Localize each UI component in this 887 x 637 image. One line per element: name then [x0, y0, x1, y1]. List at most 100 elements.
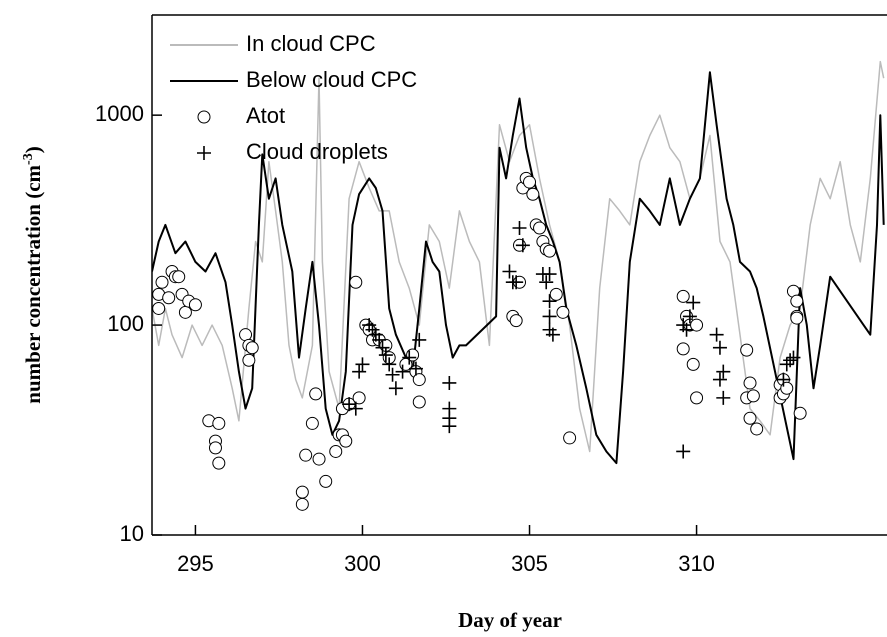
- atot-point: [676, 289, 690, 303]
- atot-point: [526, 187, 540, 201]
- atot-point: [245, 341, 259, 355]
- droplet-point: [355, 357, 370, 372]
- atot-point: [155, 275, 169, 289]
- atot-point: [295, 485, 309, 499]
- droplet-point: [372, 332, 387, 347]
- y-tick-label: 100: [107, 311, 144, 336]
- atot-point: [319, 474, 333, 488]
- atot-point: [352, 391, 366, 405]
- atot-point: [556, 305, 570, 319]
- x-tick-label: 300: [344, 551, 381, 576]
- x-tick-label: 310: [678, 551, 715, 576]
- atot-point: [329, 444, 343, 458]
- atot-point: [740, 343, 754, 357]
- y-label-text: number concentration (cm: [21, 164, 45, 403]
- x-axis-label: Day of year: [458, 608, 562, 632]
- atot-point: [406, 348, 420, 362]
- atot-point: [172, 270, 186, 284]
- atot-point: [162, 291, 176, 305]
- droplet-point: [388, 381, 403, 396]
- atot-point: [152, 301, 166, 315]
- droplet-point: [442, 419, 457, 434]
- droplet-point: [382, 357, 397, 372]
- droplet-point: [402, 350, 417, 365]
- atot-point: [212, 456, 226, 470]
- atot-point: [188, 298, 202, 312]
- atot-point: [309, 387, 323, 401]
- droplet-point: [686, 295, 701, 310]
- atot-point: [790, 311, 804, 325]
- droplet-point: [515, 238, 530, 253]
- droplet-point: [682, 309, 697, 324]
- y-label-suffix: ): [21, 146, 45, 153]
- droplet-point: [712, 372, 727, 387]
- droplet-point: [352, 364, 367, 379]
- legend-marker: [197, 110, 211, 124]
- y-label-sup: -3: [21, 153, 36, 165]
- atot-point: [549, 287, 563, 301]
- droplet-point: [712, 340, 727, 355]
- atot-point: [793, 406, 807, 420]
- atot-point: [780, 381, 794, 395]
- atot-point: [543, 244, 557, 258]
- droplet-point: [378, 348, 393, 363]
- atot-point: [690, 391, 704, 405]
- droplet-point: [375, 340, 390, 355]
- droplet-point: [542, 294, 557, 309]
- droplet-point: [545, 327, 560, 342]
- atot-point: [178, 305, 192, 319]
- plot-area: [152, 60, 885, 511]
- atot-point: [212, 416, 226, 430]
- droplet-point: [783, 353, 798, 368]
- series-line: [152, 71, 885, 465]
- legend-marker: [197, 146, 211, 160]
- droplet-point: [776, 372, 791, 387]
- atot-point: [295, 497, 309, 511]
- y-axis-label: number concentration (cm-3): [21, 146, 45, 403]
- legend-label: Atot: [246, 103, 285, 128]
- droplet-point: [709, 327, 724, 342]
- droplet-point: [385, 367, 400, 382]
- atot-point: [339, 434, 353, 448]
- atot-point: [743, 376, 757, 390]
- droplet-point: [342, 397, 357, 412]
- atot-point: [242, 353, 256, 367]
- droplet-point: [442, 375, 457, 390]
- droplet-point: [408, 361, 423, 376]
- atot-point: [690, 318, 704, 332]
- y-tick-label: 10: [120, 521, 144, 546]
- droplet-point: [786, 350, 801, 365]
- droplet-point: [542, 267, 557, 282]
- legend-label: Cloud droplets: [246, 139, 388, 164]
- atot-point: [746, 389, 760, 403]
- atot-point: [305, 416, 319, 430]
- atot-point: [509, 314, 523, 328]
- droplet-point: [679, 322, 694, 337]
- atot-point: [743, 411, 757, 425]
- series-line: [152, 60, 885, 453]
- atot-point: [686, 357, 700, 371]
- x-tick-label: 305: [511, 551, 548, 576]
- atot-point: [412, 395, 426, 409]
- atot-point: [563, 431, 577, 445]
- droplet-point: [539, 275, 554, 290]
- atot-point: [523, 175, 537, 189]
- atot-point: [533, 221, 547, 235]
- atot-point: [312, 452, 326, 466]
- atot-point: [299, 448, 313, 462]
- legend-label: In cloud CPC: [246, 31, 376, 56]
- atot-point: [208, 441, 222, 455]
- y-tick-label: 1000: [95, 101, 144, 126]
- droplet-point: [716, 390, 731, 405]
- atot-point: [349, 275, 363, 289]
- droplet-point: [676, 444, 691, 459]
- x-tick-label: 295: [177, 551, 214, 576]
- droplet-point: [412, 332, 427, 347]
- droplet-point: [509, 275, 524, 290]
- atot-point: [790, 294, 804, 308]
- droplet-point: [395, 364, 410, 379]
- droplet-point: [502, 264, 517, 279]
- atot-point: [750, 422, 764, 436]
- legend-label: Below cloud CPC: [246, 67, 417, 92]
